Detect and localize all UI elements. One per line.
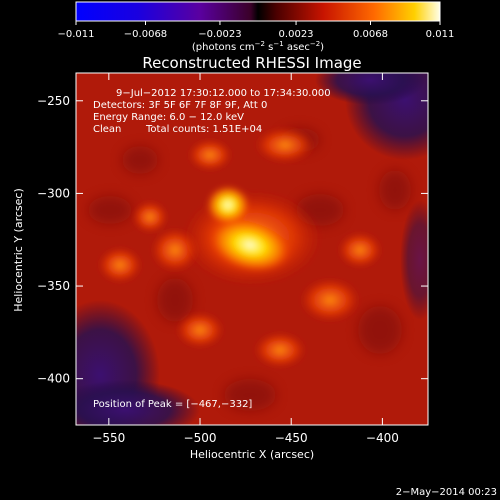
colorbar-tick-label: −0.0023 — [198, 29, 241, 40]
annotation-algorithm: Clean — [93, 124, 121, 135]
y-tick-label: −400 — [37, 372, 70, 386]
chart-title: Reconstructed RHESSI Image — [142, 54, 361, 72]
x-tick-label: −500 — [184, 431, 217, 445]
source-point — [148, 211, 149, 212]
colorbar-units: (photons cm−2 s−1 asec−2) — [192, 40, 324, 53]
y-tick-label: −300 — [37, 186, 70, 200]
source-point — [236, 223, 237, 224]
y-axis-ticks: −250 −300 −350 −400 — [37, 94, 428, 386]
x-tick-label: −450 — [275, 431, 308, 445]
colorbar — [75, 1, 441, 22]
annotation-detectors: Detectors: 3F 5F 6F 7F 8F 9F, Att 0 — [93, 100, 267, 111]
y-tick-label: −350 — [37, 279, 70, 293]
annotations: 9−Jul−2012 17:30:12.000 to 17:34:30.000 … — [93, 88, 331, 410]
colorbar-tick-label: 0.011 — [426, 29, 455, 40]
x-axis-label: Heliocentric X (arcsec) — [190, 448, 314, 461]
colorbar-tick-label: 0.0023 — [279, 29, 314, 40]
x-axis-ticks: −550 −500 −450 −400 — [92, 73, 399, 445]
annotation-energy: Energy Range: 6.0 − 12.0 keV — [93, 112, 244, 123]
x-tick-label: −550 — [92, 431, 125, 445]
annotation-time: 9−Jul−2012 17:30:12.000 to 17:34:30.000 — [116, 88, 331, 99]
heatmap-image — [76, 73, 428, 425]
plot-frame — [75, 72, 429, 426]
peak-position-label: Position of Peak = [−467,−332] — [93, 399, 252, 410]
source-point — [300, 276, 301, 277]
footer-date: 2−May−2014 00:23 — [396, 487, 497, 498]
source-point — [260, 252, 261, 253]
annotation-counts: Total counts: 1.51E+04 — [145, 124, 262, 135]
x-tick-label: −400 — [366, 431, 399, 445]
y-axis-label: Heliocentric Y (arcsec) — [12, 188, 25, 312]
source-point — [227, 202, 228, 203]
colorbar-tick-label: 0.0068 — [353, 29, 388, 40]
y-tick-label: −250 — [37, 94, 70, 108]
colorbar-tick-label: −0.011 — [57, 29, 94, 40]
colorbar-ticks: −0.011 −0.0068 −0.0023 0.0023 0.0068 0.011 — [57, 21, 454, 40]
colorbar-tick-label: −0.0068 — [124, 29, 167, 40]
